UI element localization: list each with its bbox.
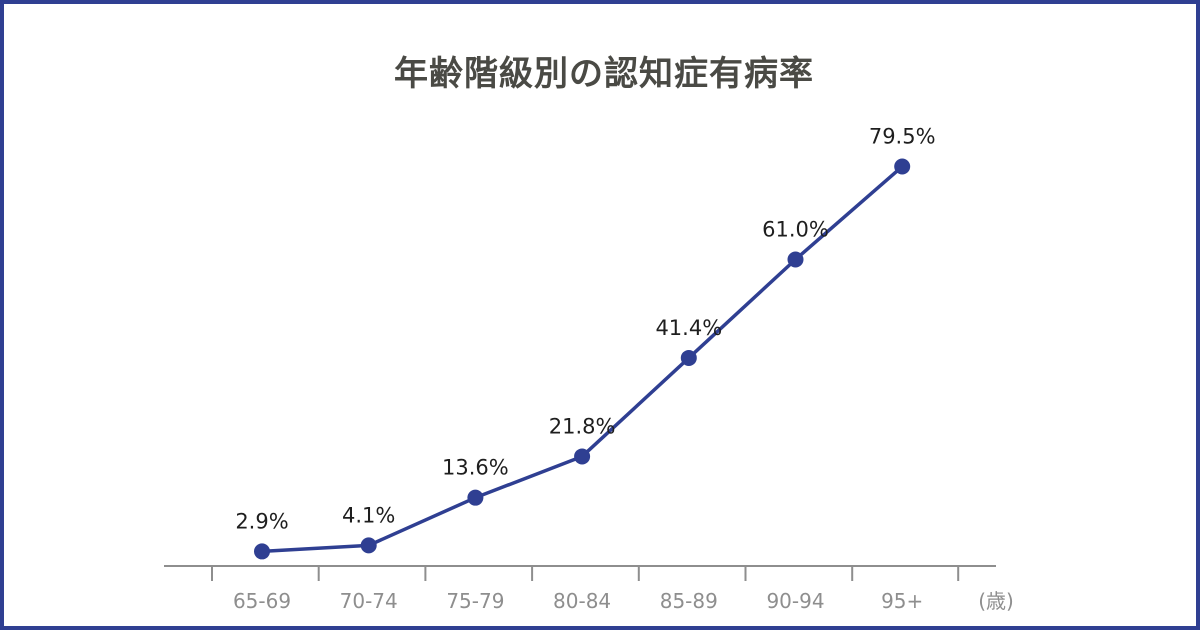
x-axis-unit: (歳) <box>978 589 1014 613</box>
x-tick-label: 75-79 <box>446 589 504 613</box>
x-tick-label: 85-89 <box>660 589 718 613</box>
data-label: 41.4% <box>655 316 722 340</box>
data-point <box>360 537 377 554</box>
line-chart: 65-69 70-74 75-79 80-84 85-89 90-94 95+ (歳) 2.9%… <box>164 125 1014 613</box>
x-tick-label: 70-74 <box>340 589 398 613</box>
data-label: 2.9% <box>235 509 288 533</box>
x-tick-label: 65-69 <box>233 589 291 613</box>
x-tick-label: 90-94 <box>766 589 824 613</box>
data-point <box>254 543 270 560</box>
data-point <box>680 349 697 366</box>
data-point <box>574 448 591 465</box>
data-point <box>467 489 484 506</box>
x-tick-label: 95+ <box>881 589 923 613</box>
data-label: 13.6% <box>442 456 509 480</box>
data-label: 79.5% <box>869 125 936 149</box>
data-point <box>894 158 911 175</box>
data-label: 61.0% <box>762 217 829 241</box>
data-label: 4.1% <box>342 503 395 527</box>
x-tick-label: 80-84 <box>553 589 611 613</box>
data-point <box>787 251 804 268</box>
chart-title: 年齢階級別の認知症有病率 <box>394 54 814 94</box>
data-label: 21.8% <box>549 414 616 438</box>
